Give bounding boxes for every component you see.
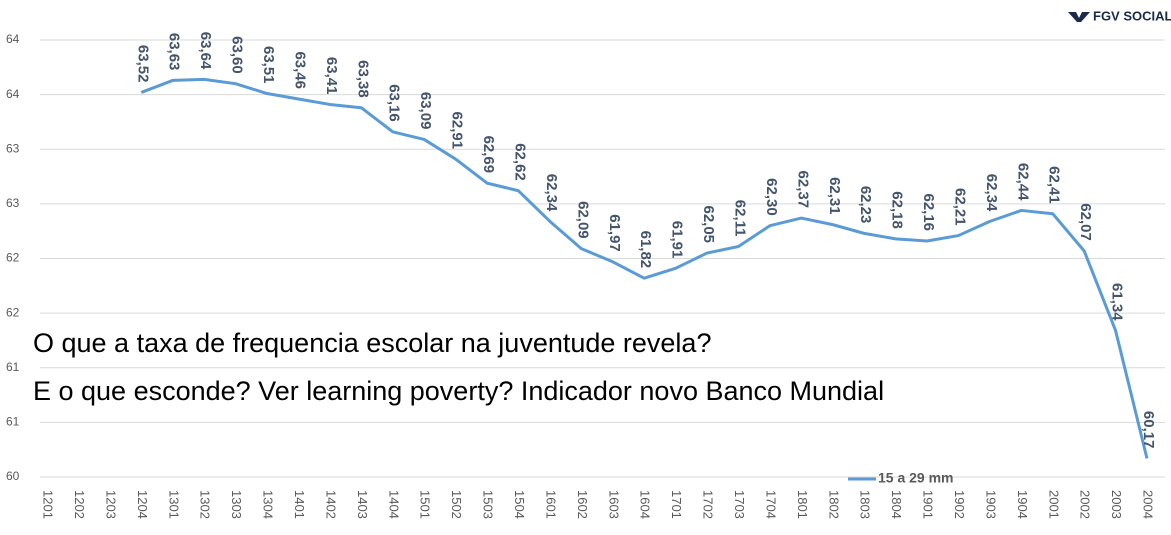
y-tick-label: 63 [6, 196, 20, 210]
data-line [140, 77, 1149, 459]
x-tick-label: 1702 [701, 490, 716, 519]
x-tick-label: 1803 [858, 490, 873, 519]
x-tick-label: 1503 [481, 490, 496, 519]
y-tick-label: 64 [6, 87, 20, 101]
y-tick-label: 60 [6, 469, 20, 483]
x-tick-label: 1601 [543, 490, 558, 519]
data-label: 63,52 [134, 45, 151, 83]
y-tick-label: 62 [6, 305, 20, 319]
x-tick-label: 1501 [418, 490, 433, 519]
data-label: 63,46 [291, 51, 308, 89]
x-tick-label: 1902 [952, 490, 967, 519]
data-label: 62,30 [763, 178, 780, 216]
data-label: 62,37 [794, 171, 811, 209]
logo: FGV SOCIAL [1068, 8, 1171, 23]
x-tick-label: 1604 [638, 490, 653, 519]
data-label: 63,41 [323, 57, 340, 95]
data-label: 61,82 [637, 231, 654, 269]
data-label: 62,34 [983, 174, 1000, 212]
x-tick-label: 1304 [261, 490, 276, 519]
x-tick-label: 1204 [135, 490, 150, 519]
y-tick-label: 62 [6, 251, 20, 265]
x-tick-label: 1802 [826, 490, 841, 519]
annotation: E o que esconde? Ver learning poverty? I… [33, 376, 884, 406]
data-label: 63,09 [417, 92, 434, 130]
data-label: 63,16 [386, 84, 403, 122]
x-tick-label: 2003 [1109, 490, 1124, 519]
x-tick-label: 1403 [355, 490, 370, 519]
x-tick-label: 1302 [198, 490, 213, 519]
data-label: 62,34 [543, 174, 560, 212]
data-label: 62,09 [574, 201, 591, 239]
data-label: 62,31 [826, 177, 843, 215]
x-tick-label: 1401 [292, 490, 307, 519]
data-label: 61,34 [1109, 283, 1126, 321]
x-tick-label: 1703 [732, 490, 747, 519]
annotation: O que a taxa de frequencia escolar na ju… [33, 328, 711, 358]
x-tick-label: 1704 [763, 490, 778, 519]
x-tick-label: 2001 [1046, 490, 1061, 519]
x-tick-label: 1502 [449, 490, 464, 519]
x-tick-label: 1202 [72, 490, 87, 519]
data-label: 62,18 [889, 191, 906, 229]
x-tick-label: 2004 [1141, 490, 1156, 519]
y-tick-label: 63 [6, 141, 20, 155]
x-tick-label: 1201 [41, 490, 56, 519]
data-label: 62,44 [1014, 163, 1031, 201]
x-tick-label: 1801 [795, 490, 810, 519]
y-tick-label: 61 [6, 360, 20, 374]
x-tick-label: 1504 [512, 490, 527, 519]
data-label: 63,60 [229, 36, 246, 74]
x-tick-label: 1602 [575, 490, 590, 519]
data-label: 62,05 [700, 205, 717, 243]
y-tick-label: 64 [6, 32, 20, 46]
data-label: 60,17 [1140, 411, 1157, 449]
logo-text: FGV SOCIAL [1093, 8, 1171, 23]
legend-label: 15 a 29 mm [878, 470, 954, 486]
data-label: 62,41 [1046, 166, 1063, 204]
y-tick-label: 61 [6, 415, 20, 429]
x-tick-label: 1404 [386, 490, 401, 519]
x-tick-label: 1901 [921, 490, 936, 519]
x-tick-label: 1903 [983, 490, 998, 519]
data-label: 62,07 [1077, 203, 1094, 241]
logo-icon [1068, 12, 1090, 22]
x-tick-label: 1904 [1015, 490, 1030, 519]
data-label: 61,91 [669, 221, 686, 259]
data-label: 62,62 [511, 143, 528, 181]
x-tick-label: 1804 [889, 490, 904, 519]
data-label: 61,97 [606, 214, 623, 252]
data-label: 62,16 [920, 193, 937, 231]
data-label: 63,38 [354, 60, 371, 98]
x-tick-label: 1303 [229, 490, 244, 519]
x-tick-label: 1203 [103, 490, 118, 519]
data-label: 63,51 [260, 46, 277, 84]
data-label: 62,21 [951, 188, 968, 226]
data-label: 63,63 [166, 33, 183, 71]
data-label: 62,69 [480, 136, 497, 174]
data-label: 62,91 [449, 112, 466, 150]
x-tick-label: 1402 [323, 490, 338, 519]
x-tick-label: 1701 [669, 490, 684, 519]
data-label: 62,23 [857, 186, 874, 224]
x-tick-label: 2002 [1078, 490, 1093, 519]
data-label: 62,11 [731, 200, 748, 237]
x-tick-label: 1603 [606, 490, 621, 519]
data-label: 63,64 [197, 32, 214, 70]
x-tick-label: 1301 [166, 490, 181, 519]
